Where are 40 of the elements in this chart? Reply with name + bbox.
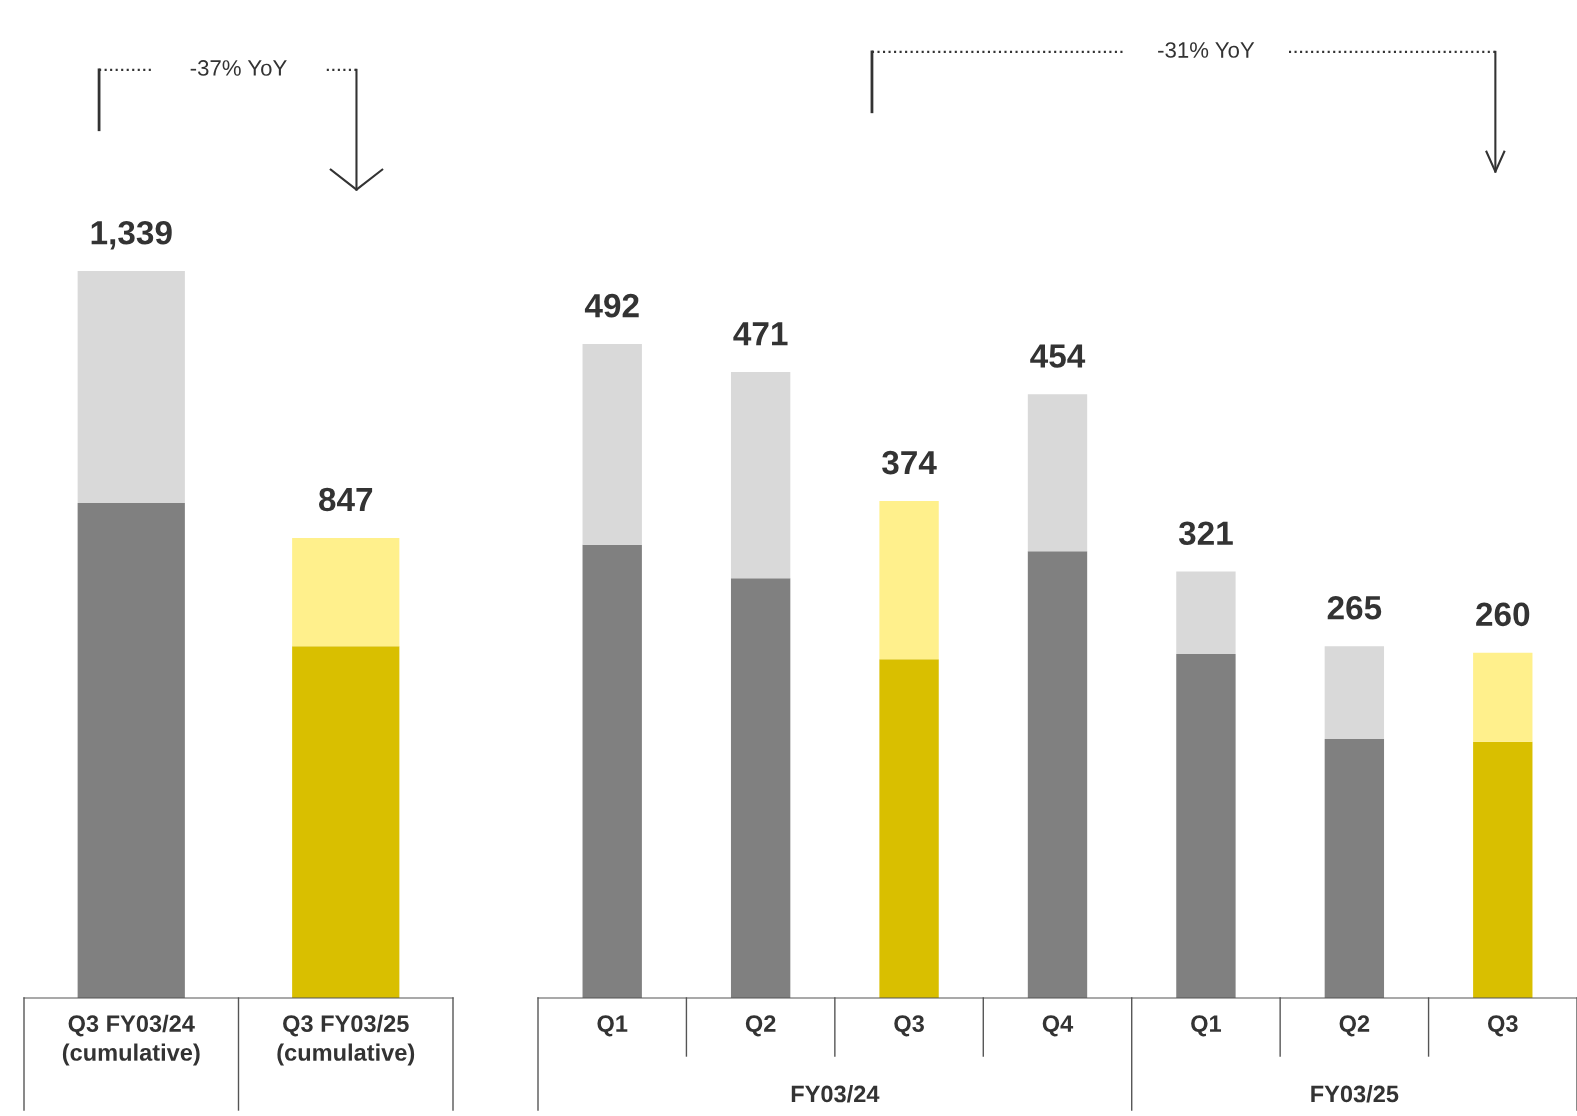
- annotation: 471: [733, 322, 788, 346]
- bar: [77, 271, 185, 503]
- bar: [292, 537, 400, 647]
- text: -37% YoY: [190, 60, 287, 76]
- bar: [1176, 571, 1236, 654]
- bar: [1324, 646, 1385, 740]
- text: 1,339: [91, 220, 172, 250]
- x-tick-label: Q1: [1191, 1015, 1222, 1037]
- bar: [1473, 741, 1533, 998]
- bar: [1027, 551, 1088, 998]
- annotation: 321: [1178, 521, 1233, 546]
- x-tick-label: Q3 FY03/24 (cumulative): [62, 1014, 200, 1066]
- bar: [879, 500, 939, 660]
- text: -31% YoY: [1158, 42, 1255, 58]
- bar: [1176, 654, 1236, 998]
- bar: [292, 646, 400, 998]
- bar: [1027, 394, 1088, 552]
- x-tick-label: Q2: [1339, 1015, 1370, 1037]
- bar: [879, 659, 939, 998]
- x-tick-label: Q3 FY03/25 (cumulative): [277, 1014, 415, 1066]
- text: 492: [584, 293, 639, 318]
- annotation: 454: [1030, 344, 1086, 368]
- bar: [1324, 739, 1385, 998]
- annotation: 374: [882, 450, 937, 475]
- x-tick-label: Q1: [597, 1015, 628, 1037]
- bar: [582, 544, 642, 998]
- x-tick-label: Q3: [1488, 1015, 1518, 1037]
- x-tick-label: Q4: [1042, 1015, 1074, 1037]
- bar: [582, 344, 642, 545]
- text: FY03/24: [791, 1084, 880, 1103]
- bar: [730, 578, 791, 998]
- bar: [730, 372, 791, 579]
- annotation: 847: [319, 487, 373, 512]
- x-tick-label: Q3: [894, 1015, 924, 1037]
- bar: [77, 503, 185, 998]
- text: FY03/25: [1311, 1084, 1399, 1103]
- annotation: 265: [1327, 596, 1382, 620]
- annotation: 260: [1476, 602, 1530, 627]
- bar: [1473, 652, 1533, 742]
- x-tick-label: Q2: [745, 1015, 776, 1037]
